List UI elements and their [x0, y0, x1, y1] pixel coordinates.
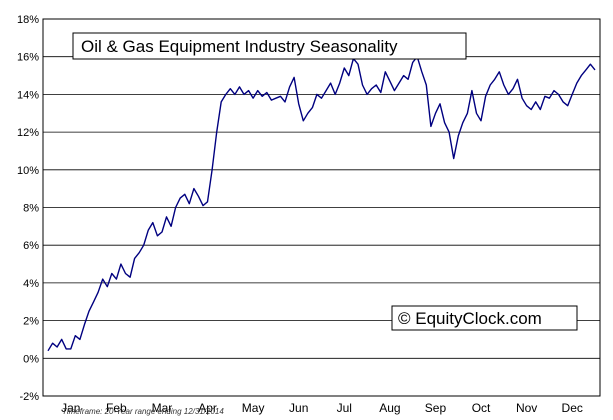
x-month-label: Sep: [425, 401, 447, 415]
y-tick-label: 12%: [17, 127, 39, 139]
watermark-frame: [391, 305, 578, 331]
chart-title-frame: [72, 32, 467, 60]
x-month-label: Jun: [289, 401, 308, 415]
x-month-label: Feb: [106, 401, 127, 415]
y-tick-label: 14%: [17, 89, 39, 101]
y-axis-tick-labels: -2% 0% 2% 4% 6% 8% 10% 12% 14% 16% 18%: [17, 14, 39, 403]
watermark-box: © EquityClock.com: [391, 305, 578, 331]
watermark-text: © EquityClock.com: [398, 309, 542, 328]
y-tick-label: -2%: [19, 391, 39, 403]
plot-area-border: [42, 18, 601, 397]
x-month-label: Mar: [152, 401, 173, 415]
seasonality-series-line: [47, 56, 596, 352]
chart-title: Oil & Gas Equipment Industry Seasonality: [81, 37, 398, 56]
x-axis-month-labels: Jan Feb Mar Apr May Jun Jul Aug Sep Oct Nov Dec: [61, 401, 583, 415]
y-tick-label: 2%: [23, 316, 39, 328]
y-tick-label: 16%: [17, 52, 39, 64]
y-tick-label: 0%: [23, 353, 39, 365]
timeframe-footnote: Timeframe: 20-Year range ending 12/31/20…: [62, 407, 224, 416]
x-month-label: Apr: [198, 401, 217, 415]
y-tick-label: 8%: [23, 203, 39, 215]
chart-title-box: Oil & Gas Equipment Industry Seasonality: [72, 32, 467, 60]
x-month-label: Jul: [337, 401, 352, 415]
x-month-label: Nov: [516, 401, 537, 415]
x-month-label: Oct: [472, 401, 491, 415]
y-tick-label: 10%: [17, 165, 39, 177]
x-month-label: May: [242, 401, 265, 415]
x-month-label: Dec: [562, 401, 583, 415]
y-tick-label: 6%: [23, 240, 39, 252]
x-month-label: Jan: [61, 401, 80, 415]
x-month-label: Aug: [379, 401, 400, 415]
y-tick-label: 4%: [23, 278, 39, 290]
series-line-layer: [47, 56, 596, 352]
y-tick-label: 18%: [17, 14, 39, 26]
